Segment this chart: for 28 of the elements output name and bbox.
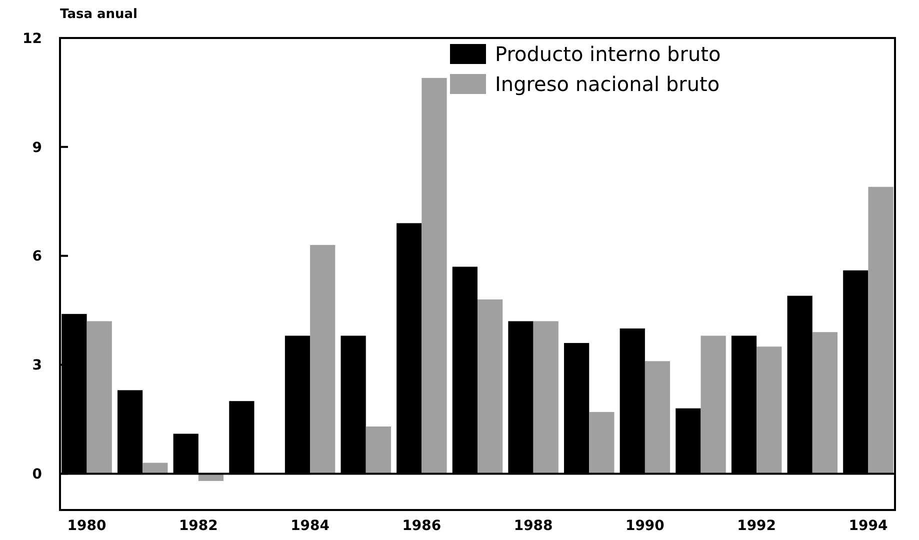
x-tick-label: 1992 xyxy=(737,518,776,534)
bar xyxy=(812,332,838,474)
bar xyxy=(533,321,558,474)
bar xyxy=(644,361,670,474)
bar xyxy=(310,244,336,474)
x-tick-label: 1982 xyxy=(178,518,218,534)
x-tick-label: 1990 xyxy=(625,518,665,534)
bar xyxy=(366,426,391,474)
x-tick-label: 1980 xyxy=(67,518,107,534)
legend-label: Producto interno bruto xyxy=(495,42,721,66)
legend-label: Ingreso nacional bruto xyxy=(495,72,720,96)
x-tick-label: 1984 xyxy=(290,518,330,534)
y-tick-label: 9 xyxy=(32,140,42,156)
x-tick-label: 1994 xyxy=(848,518,888,534)
bar xyxy=(478,299,503,474)
x-tick-label: 1986 xyxy=(402,518,442,534)
bar xyxy=(422,78,447,474)
y-tick-label: 6 xyxy=(32,248,42,265)
bar xyxy=(700,336,726,474)
y-axis-title: Tasa anual xyxy=(60,7,138,22)
x-tick-label: 1988 xyxy=(514,518,553,534)
y-tick-label: 12 xyxy=(22,30,42,47)
y-tick-label: 3 xyxy=(32,358,42,374)
bar xyxy=(86,321,112,474)
bar xyxy=(589,412,614,474)
bar xyxy=(868,186,894,474)
bar xyxy=(756,346,782,474)
y-tick-label: 0 xyxy=(32,466,42,483)
